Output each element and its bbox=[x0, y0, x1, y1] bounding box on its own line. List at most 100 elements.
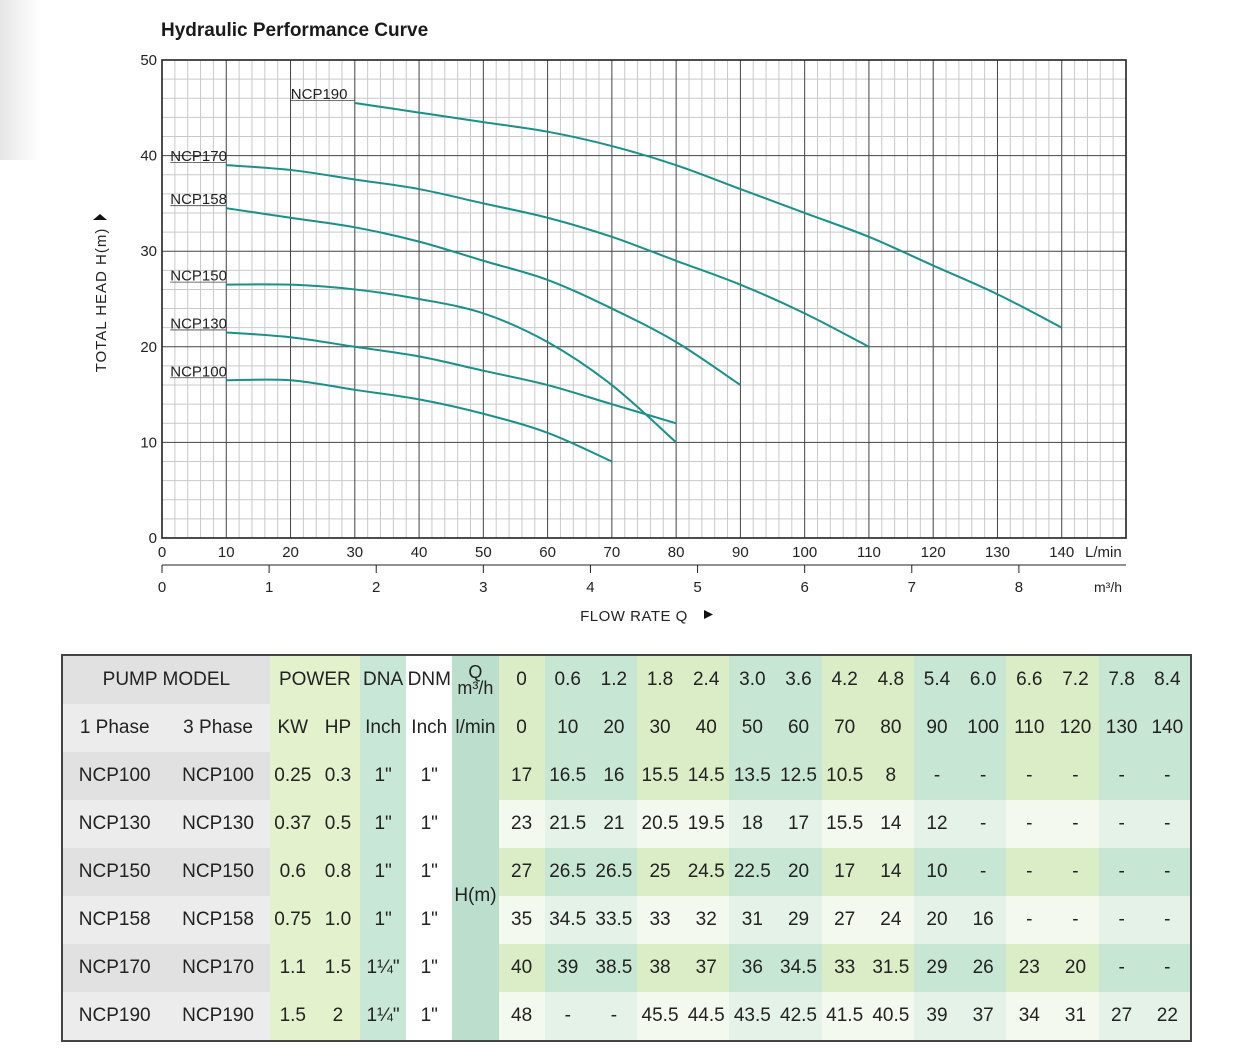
y-tick-label: 20 bbox=[140, 339, 157, 356]
head-value-cell: 39 bbox=[544, 944, 591, 992]
x-tick-label: 110 bbox=[857, 544, 881, 561]
table-row: NCP170 NCP170 1.1 1.5 1¼" 1" 40 39 38.5 38 37 36 34.… bbox=[62, 944, 1191, 992]
hp-value: 0.8 bbox=[315, 848, 361, 896]
curve-label-ncp130: NCP130 bbox=[170, 315, 227, 332]
plot-frame bbox=[161, 59, 1127, 539]
head-value-cell: 31.5 bbox=[867, 944, 914, 992]
hp-header: HP bbox=[315, 704, 361, 752]
x-tick-label: 0 bbox=[158, 544, 166, 561]
curve-ncp130 bbox=[226, 331, 677, 425]
hp-value: 1.0 bbox=[315, 896, 361, 944]
kw-value: 0.75 bbox=[269, 896, 316, 944]
head-value-cell: 17 bbox=[498, 752, 545, 800]
head-value-cell: - bbox=[1144, 848, 1191, 896]
x-tick-label: 80 bbox=[668, 544, 685, 561]
y-axis-label: TOTAL HEAD H(m) bbox=[93, 228, 110, 373]
dnm-header: DNM bbox=[406, 655, 453, 704]
head-value-cell: 40 bbox=[498, 944, 545, 992]
one-phase-model: NCP190 bbox=[62, 992, 167, 1041]
curve-label-ncp150: NCP150 bbox=[170, 268, 227, 285]
dna-value: 1¼" bbox=[360, 992, 407, 1041]
dna-value: 1" bbox=[360, 800, 407, 848]
dnm-value: 1" bbox=[406, 800, 453, 848]
flow-m3h-cell: 5.4 bbox=[913, 655, 961, 704]
head-value-cell: 40.5 bbox=[867, 992, 914, 1041]
head-value-cell: 20 bbox=[913, 896, 961, 944]
three-phase-model: NCP190 bbox=[166, 992, 270, 1041]
head-value-cell: - bbox=[1052, 800, 1099, 848]
curve-label-ncp100: NCP100 bbox=[170, 363, 227, 380]
curve-ncp158 bbox=[226, 207, 741, 386]
curve-ncp190 bbox=[354, 102, 1063, 329]
one-phase-model: NCP158 bbox=[62, 896, 167, 944]
head-value-cell: 24.5 bbox=[683, 848, 730, 896]
head-value-cell: 33.5 bbox=[590, 896, 637, 944]
x-axis-unit-lmin: L/min bbox=[1085, 544, 1122, 561]
head-value-cell: 18 bbox=[729, 800, 776, 848]
one-phase-model: NCP100 bbox=[62, 752, 167, 800]
head-value-cell: 27 bbox=[821, 896, 868, 944]
head-value-cell: 12.5 bbox=[775, 752, 822, 800]
head-value-cell: 10.5 bbox=[821, 752, 868, 800]
kw-value: 1.1 bbox=[269, 944, 316, 992]
kw-header: KW bbox=[269, 704, 316, 752]
head-value-cell: 16.5 bbox=[544, 752, 591, 800]
curve-label-ncp170: NCP170 bbox=[170, 148, 227, 165]
head-value-cell: 26 bbox=[960, 944, 1007, 992]
flow-lmin-cell: 140 bbox=[1144, 704, 1191, 752]
flow-m3h-cell: 3.6 bbox=[775, 655, 822, 704]
x2-tick-label: 3 bbox=[479, 579, 487, 596]
head-value-cell: 21.5 bbox=[544, 800, 591, 848]
flow-lmin-cell: 0 bbox=[498, 704, 545, 752]
flow-lmin-cell: 40 bbox=[683, 704, 730, 752]
q-label: Q bbox=[468, 662, 483, 682]
curve-label-ncp158: NCP158 bbox=[170, 191, 227, 208]
flow-m3h-cell: 2.4 bbox=[683, 655, 730, 704]
head-value-cell: 34.5 bbox=[775, 944, 822, 992]
dnm-unit-header: Inch bbox=[406, 704, 453, 752]
head-value-cell: 10 bbox=[913, 848, 961, 896]
dnm-value: 1" bbox=[406, 992, 453, 1041]
head-value-cell: 16 bbox=[590, 752, 637, 800]
head-value-cell: 17 bbox=[775, 800, 822, 848]
head-label: H(m) bbox=[452, 752, 499, 1041]
x2-tick-label: 0 bbox=[158, 579, 166, 596]
x-tick-label: 70 bbox=[604, 544, 621, 561]
head-value-cell: - bbox=[960, 752, 1007, 800]
hp-value: 1.5 bbox=[315, 944, 361, 992]
flow-m3h-cell: 7.2 bbox=[1052, 655, 1099, 704]
kw-value: 1.5 bbox=[269, 992, 316, 1041]
table-row: NCP150 NCP150 0.6 0.8 1" 1" 27 26.5 26.5 25 24.5 22… bbox=[62, 848, 1191, 896]
three-phase-model: NCP158 bbox=[166, 896, 270, 944]
x-tick-label: 30 bbox=[346, 544, 363, 561]
three-phase-model: NCP100 bbox=[166, 752, 270, 800]
head-value-cell: 36 bbox=[729, 944, 776, 992]
head-value-cell: - bbox=[1006, 752, 1053, 800]
dnm-value: 1" bbox=[406, 848, 453, 896]
head-value-cell: 20 bbox=[775, 848, 822, 896]
lmin-header: l/min bbox=[452, 704, 499, 752]
flow-lmin-cell: 120 bbox=[1052, 704, 1099, 752]
head-value-cell: 41.5 bbox=[821, 992, 868, 1041]
flow-m3h-cell: 8.4 bbox=[1144, 655, 1191, 704]
head-value-cell: - bbox=[1052, 848, 1099, 896]
x-tick-label: 90 bbox=[732, 544, 749, 561]
head-value-cell: 29 bbox=[913, 944, 961, 992]
x-tick-label: 140 bbox=[1049, 544, 1074, 561]
head-value-cell: - bbox=[913, 752, 961, 800]
head-value-cell: 37 bbox=[683, 944, 730, 992]
performance-chart: Hydraulic Performance Curve NCP190 NCP170… bbox=[93, 20, 1127, 625]
flow-lmin-cell: 30 bbox=[636, 704, 684, 752]
one-phase-model: NCP170 bbox=[62, 944, 167, 992]
head-value-cell: - bbox=[960, 848, 1007, 896]
x-tick-label: 100 bbox=[792, 544, 817, 561]
head-value-cell: 43.5 bbox=[729, 992, 776, 1041]
x2-tick-label: 8 bbox=[1015, 579, 1023, 596]
three-phase-model: NCP170 bbox=[166, 944, 270, 992]
flow-lmin-cell: 20 bbox=[590, 704, 637, 752]
chart-title: Hydraulic Performance Curve bbox=[161, 20, 428, 41]
